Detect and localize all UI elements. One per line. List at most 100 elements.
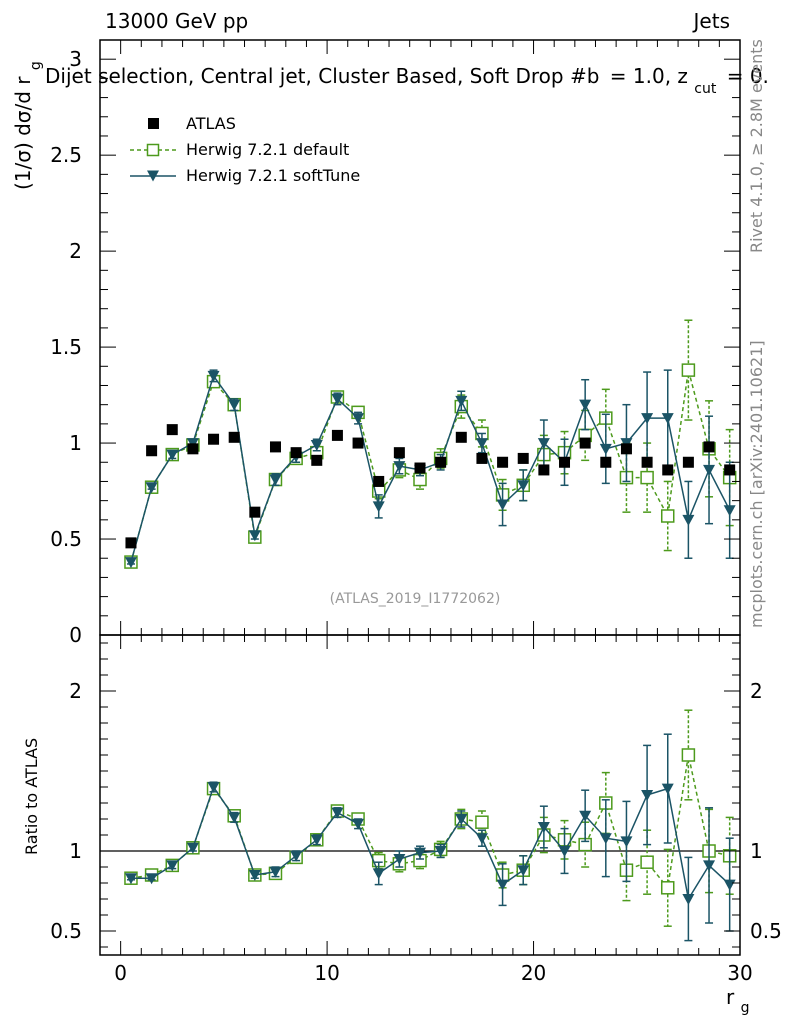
ratio-softtune-point (496, 879, 509, 891)
main-default-point (640, 470, 654, 485)
ratio-softtune-point (310, 834, 323, 846)
main-softtune-point (166, 449, 179, 461)
main-atlas-point (559, 456, 571, 468)
main-atlas-point (125, 537, 137, 549)
main-softtune-point (352, 413, 365, 425)
ratio-softtune-point (372, 868, 385, 880)
ratio-default-point (681, 748, 696, 762)
legend-label-atlas: ATLAS (186, 114, 236, 133)
main-atlas-point (269, 441, 281, 453)
ratio-softtune-point (352, 818, 365, 830)
main-softtune-point (393, 461, 406, 473)
main-softtune-point (682, 514, 695, 526)
ratio-softtune-point (455, 814, 468, 825)
main-softtune-point (124, 557, 137, 569)
main-atlas-point (352, 437, 364, 449)
ratio-plot-marks (100, 709, 740, 942)
main-atlas-point (414, 462, 426, 474)
main-y-tick-label: 2 (69, 239, 82, 263)
main-y-label-text: (1/σ) dσ/d r (11, 76, 35, 190)
main-atlas-point (187, 443, 199, 455)
ratio-softtune-point (228, 812, 241, 824)
legend-marker-default (146, 143, 160, 157)
ratio-softtune-point (331, 807, 344, 819)
main-softtune-point (248, 530, 261, 542)
main-atlas-point (228, 431, 240, 443)
mcplots-label: mcplots.cern.ch [arXiv:2401.10621] (747, 340, 766, 628)
main-y-tick-label: 1 (69, 431, 82, 455)
ratio-softtune-point (166, 860, 179, 872)
main-softtune-point (228, 399, 241, 411)
title-sub: cut (694, 81, 717, 97)
main-atlas-point (476, 452, 488, 464)
ratio-softtune-point (661, 783, 674, 795)
main-atlas-point (579, 437, 591, 449)
ratio-softtune-point (682, 894, 695, 905)
x-tick-label: 20 (521, 961, 546, 985)
main-atlas-point (538, 464, 550, 476)
main-softtune-point (537, 438, 550, 450)
main-softtune-point (599, 443, 612, 455)
x-tick-label: 0 (114, 961, 127, 985)
ratio-y-tick-label-left: 2 (69, 679, 82, 703)
ratio-default-point (475, 815, 489, 829)
main-atlas-point (620, 443, 632, 455)
energy-label: 13000 GeV pp (105, 9, 248, 33)
ratio-softtune-point (145, 873, 158, 885)
ratio-y-tick-label-right: 0.5 (750, 919, 782, 943)
main-softtune-point (310, 439, 323, 451)
plot-title: Dijet selection, Central jet, Cluster Ba… (45, 64, 769, 98)
main-softtune-point (372, 501, 385, 513)
main-atlas-point (703, 441, 715, 453)
title-end: = 0. (727, 64, 769, 88)
x-tick-label: 30 (727, 961, 752, 985)
main-atlas-point (331, 429, 343, 441)
axes: 0 10 20 30 0 0.5 1 1.5 2 2.5 3 0.5 0.5 1 1 2 2 (50, 39, 782, 985)
ratio-softtune-point (414, 847, 426, 859)
ratio-softtune-point (269, 866, 282, 878)
main-atlas-point (682, 456, 694, 468)
main-y-axis-label: (1/σ) dσ/d r g (11, 61, 44, 190)
ratio-y-tick-label-left: 1 (69, 839, 82, 863)
main-atlas-point (455, 431, 467, 443)
legend-marker-softtune (147, 170, 159, 182)
main-default-point (660, 509, 675, 523)
rivet-label: Rivet 4.1.0, ≥ 2.8M events (747, 39, 766, 253)
main-softtune-point (579, 399, 592, 411)
ratio-softtune-point (290, 850, 303, 862)
main-atlas-point (373, 475, 385, 487)
legend-label-default: Herwig 7.2.1 default (186, 140, 349, 159)
process-label: Jets (692, 9, 730, 33)
main-y-tick-label: 1.5 (50, 335, 82, 359)
main-softtune-point (496, 499, 509, 511)
ratio-y-axis-label: Ratio to ATLAS (22, 738, 41, 855)
main-y-tick-label: 3 (69, 47, 82, 71)
ratio-default-line (130, 754, 730, 890)
ratio-softtune-point (393, 854, 406, 865)
ratio-softtune-point (207, 782, 220, 793)
main-atlas-point (393, 447, 405, 459)
x-axis-label: r g (726, 985, 749, 1016)
ratio-softtune-point (517, 865, 530, 877)
ratio-softtune-point (641, 790, 654, 801)
main-default-point (681, 363, 696, 377)
ratio-default-point (640, 855, 654, 869)
main-atlas-point (517, 452, 529, 464)
main-softtune-point (703, 464, 716, 476)
analysis-watermark: (ATLAS_2019_I1772062) (330, 591, 501, 607)
main-atlas-point (497, 456, 509, 468)
ratio-y-tick-label-left: 0.5 (50, 919, 82, 943)
ratio-y-tick-label-right: 1 (750, 839, 763, 863)
main-softtune-point (723, 505, 736, 517)
main-softtune-point (207, 370, 220, 382)
ratio-softtune-line (131, 785, 731, 902)
main-y-tick-label: 2.5 (50, 143, 82, 167)
main-softtune-point (517, 480, 530, 492)
ratio-softtune-point (599, 833, 612, 845)
main-softtune-point (145, 482, 158, 494)
main-softtune-point (641, 413, 654, 425)
main-softtune-point (455, 395, 468, 407)
main-y-tick-label: 0 (69, 623, 82, 647)
main-atlas-point (146, 445, 158, 457)
